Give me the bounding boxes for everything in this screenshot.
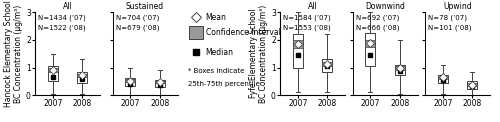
Text: N=704 (’07): N=704 (’07): [116, 15, 159, 21]
Y-axis label: Hancock Elementary School
BC Concentration (μg/m³): Hancock Elementary School BC Concentrati…: [4, 0, 23, 107]
Bar: [125, 79, 136, 82]
Text: N=1522 (’08): N=1522 (’08): [38, 25, 86, 31]
Title: Upwind: Upwind: [443, 2, 472, 11]
Text: N=692 (’07): N=692 (’07): [356, 15, 399, 21]
Bar: [322, 59, 332, 72]
Text: Mean: Mean: [206, 13, 227, 22]
Text: N=1434 (’07): N=1434 (’07): [38, 15, 86, 21]
Text: 25th-75th percentile: 25th-75th percentile: [188, 81, 260, 87]
Bar: [154, 81, 165, 83]
Text: * Boxes indicate: * Boxes indicate: [188, 68, 244, 74]
Bar: [77, 74, 88, 77]
Bar: [467, 83, 477, 86]
Bar: [48, 68, 58, 72]
Bar: [394, 65, 405, 75]
Bar: [438, 75, 448, 83]
Bar: [125, 78, 136, 86]
Title: All: All: [62, 2, 72, 11]
Bar: [292, 40, 303, 48]
Bar: [292, 34, 303, 67]
Bar: [322, 62, 332, 66]
Bar: [154, 80, 165, 87]
Bar: [467, 81, 477, 89]
Text: N=679 (’08): N=679 (’08): [116, 25, 159, 31]
Text: N=101 (’08): N=101 (’08): [428, 25, 472, 31]
Y-axis label: Fyfe Elementary School
BC Concentration (μg/m³): Fyfe Elementary School BC Concentration …: [249, 5, 268, 103]
Text: N=1553 (’08): N=1553 (’08): [283, 25, 331, 31]
Title: All: All: [308, 2, 318, 11]
Text: N=1584 (’07): N=1584 (’07): [283, 15, 331, 21]
Text: Confidence Interval: Confidence Interval: [206, 28, 281, 37]
Bar: [48, 66, 58, 81]
Text: Median: Median: [206, 48, 234, 57]
Bar: [438, 75, 448, 79]
Text: N=666 (’08): N=666 (’08): [356, 25, 400, 31]
Bar: [365, 33, 376, 66]
Bar: [77, 72, 88, 83]
Title: Sustained: Sustained: [126, 2, 164, 11]
Title: Downwind: Downwind: [365, 2, 405, 11]
Bar: [365, 40, 376, 47]
Text: N=78 (’07): N=78 (’07): [428, 15, 468, 21]
Bar: [394, 66, 405, 70]
